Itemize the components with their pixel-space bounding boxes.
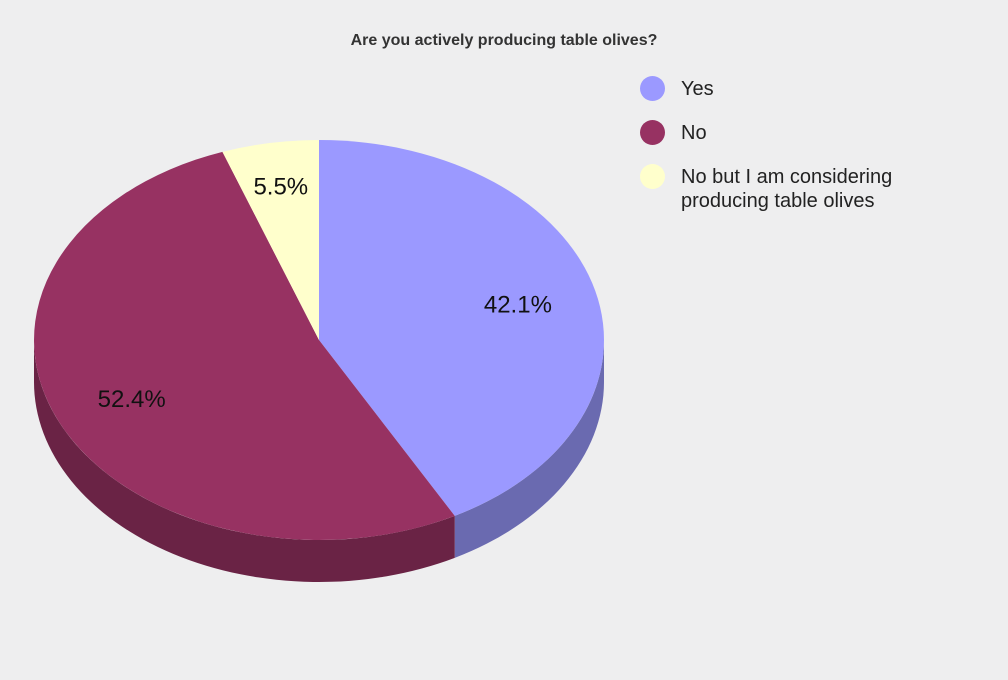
- legend-marker-no: [640, 120, 665, 145]
- chart-title: Are you actively producing table olives?: [350, 32, 658, 49]
- legend-label-no: No: [681, 122, 707, 144]
- data-label-no: 52.4%: [98, 386, 166, 413]
- pie-sides: [34, 340, 604, 582]
- pie-slice-yes[interactable]: [319, 140, 604, 516]
- legend-item-considering[interactable]: No but I am considering producing table …: [640, 164, 980, 213]
- pie-slice-considering[interactable]: [222, 140, 319, 340]
- pie-slice-no[interactable]: [34, 151, 455, 540]
- data-label-considering: 5.5%: [253, 173, 308, 200]
- legend-marker-yes: [640, 76, 665, 101]
- pie-tops: [34, 140, 604, 540]
- data-label-yes: 42.1%: [484, 292, 552, 319]
- pie-labels: 42.1% 52.4% 5.5%: [98, 173, 552, 412]
- pie-side-yes: [454, 340, 604, 558]
- pie-side-no: [34, 340, 455, 582]
- legend-label-considering: No but I am considering producing table …: [681, 166, 893, 212]
- legend-item-yes[interactable]: Yes: [640, 76, 980, 101]
- legend-item-no[interactable]: No: [640, 120, 980, 145]
- legend: Yes No No but I am considering producing…: [640, 76, 980, 232]
- legend-label-yes: Yes: [681, 78, 714, 100]
- legend-marker-considering: [640, 164, 665, 189]
